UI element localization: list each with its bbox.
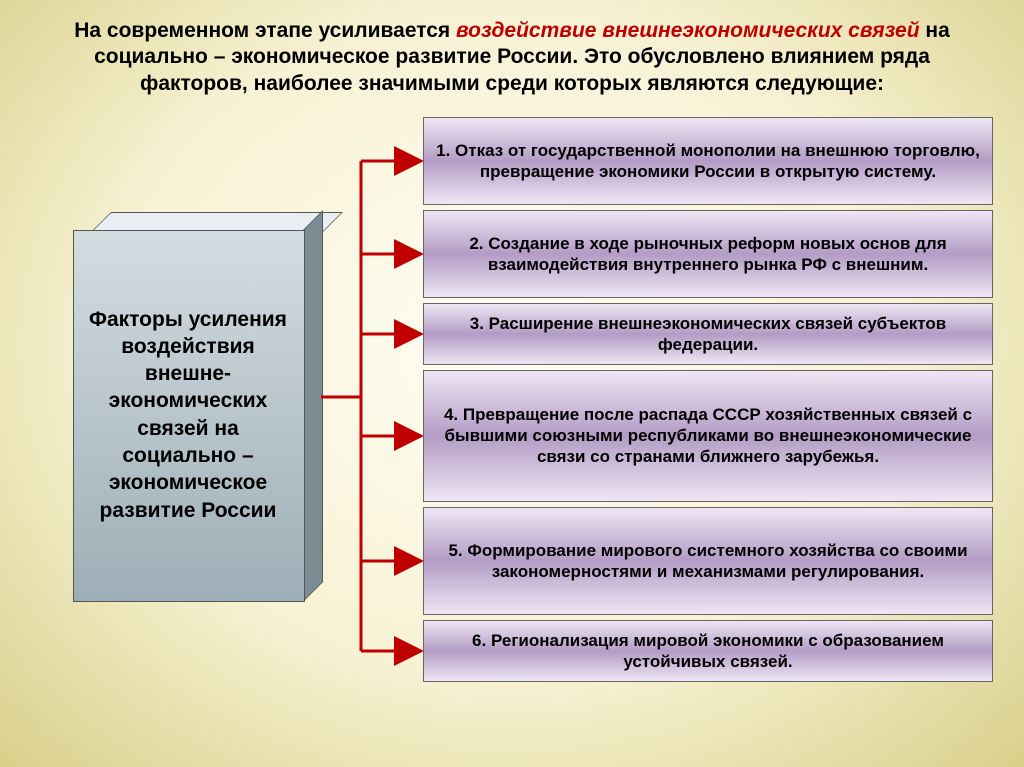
source-box-right-face [303, 210, 323, 602]
source-3d-wrap: Факторы усиления воздействия внешне-экон… [73, 212, 321, 600]
factor-text-5: 5. Формирование мирового системного хозя… [434, 540, 982, 583]
factor-text-3: 3. Расширение внешнеэкономических связей… [434, 313, 982, 356]
source-box-label: Факторы усиления воздействия внешне-экон… [73, 230, 303, 600]
factor-box-3: 3. Расширение внешнеэкономических связей… [423, 303, 993, 365]
factor-box-2: 2. Создание в ходе рыночных реформ новых… [423, 210, 993, 298]
slide-root: На современном этапе усиливается воздейс… [0, 0, 1024, 767]
title-red: воздействие внешнеэкономических связей [456, 19, 920, 42]
diagram-area: Факторы усиления воздействия внешне-экон… [28, 117, 996, 717]
title: На современном этапе усиливается воздейс… [28, 18, 996, 97]
factor-text-1: 1. Отказ от государственной монополии на… [434, 140, 982, 183]
factor-box-4: 4. Превращение после распада СССР хозяйс… [423, 370, 993, 502]
factor-box-5: 5. Формирование мирового системного хозя… [423, 507, 993, 615]
factor-box-6: 6. Регионализация мировой экономики с об… [423, 620, 993, 682]
factor-text-4: 4. Превращение после распада СССР хозяйс… [434, 404, 982, 468]
title-part1: На современном этапе усиливается [74, 19, 456, 42]
factor-text-6: 6. Регионализация мировой экономики с об… [434, 630, 982, 673]
factor-box-1: 1. Отказ от государственной монополии на… [423, 117, 993, 205]
factor-text-2: 2. Создание в ходе рыночных реформ новых… [434, 233, 982, 276]
